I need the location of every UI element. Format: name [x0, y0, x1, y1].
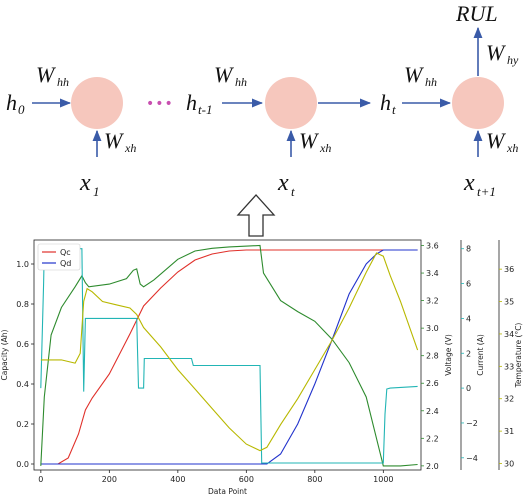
svg-text:hh: hh: [425, 75, 437, 89]
y-tick-label: 33: [504, 362, 514, 371]
state-h-prev: h t-1: [186, 90, 212, 117]
y-tick-label: 35: [504, 298, 514, 307]
weight-whh-3: W hh: [404, 62, 437, 89]
x-tick-label: 1000: [373, 475, 393, 484]
series-line-axis2: [40, 248, 418, 464]
weight-wxh-2: W xh: [299, 128, 331, 155]
weight-wxh-1: W xh: [104, 128, 136, 155]
y-tick-label: 34: [504, 330, 514, 339]
y-tick-label: 0.2: [16, 420, 29, 429]
rul-label: RUL: [455, 1, 498, 26]
svg-text:x: x: [277, 170, 289, 196]
svg-text:xh: xh: [506, 141, 518, 155]
y-tick-label: 0.6: [16, 340, 29, 349]
svg-text:hy: hy: [507, 53, 519, 67]
rnn-node-3: [452, 77, 504, 129]
svg-text:x: x: [463, 170, 475, 196]
battery-cycle-chart: 0 200 400 600 800 1000 Data Point 0.0 0.2 0.4 0.6…: [0, 239, 523, 496]
y-tick-label: 2.0: [426, 462, 439, 471]
y-tick-label: −4: [466, 454, 478, 463]
y-tick-label: 1.0: [16, 260, 29, 269]
input-x1: x 1: [79, 170, 100, 199]
rnn-diagram: RUL h 0 W hh W xh x 1 ••• h t-1 W hh W x…: [6, 1, 519, 237]
y-axis-label-2: Current (A): [476, 334, 485, 376]
svg-text:t: t: [291, 184, 295, 199]
y-tick-label: 2.2: [426, 434, 439, 443]
y-tick-label: 2.4: [426, 407, 439, 416]
y-axis-label-3: Temperature (°C): [514, 323, 523, 389]
hollow-up-arrow: [236, 194, 276, 237]
legend-box: [37, 243, 81, 271]
svg-text:1: 1: [93, 184, 100, 199]
svg-text:W: W: [214, 62, 234, 87]
weight-wxh-3: W xh: [486, 128, 518, 155]
svg-text:W: W: [486, 40, 506, 65]
y-tick-label: −2: [466, 419, 478, 428]
y-tick-label: 2: [466, 349, 471, 358]
rnn-node-1: [71, 77, 123, 129]
svg-text:x: x: [79, 170, 91, 196]
x-tick-label: 400: [170, 475, 185, 484]
y-tick-label: 3.4: [426, 269, 439, 278]
svg-text:0: 0: [18, 102, 25, 117]
legend-label-Qd: Qd: [60, 259, 71, 268]
series-line-axis1: [40, 244, 418, 467]
x-tick-label: 0: [38, 475, 43, 484]
input-xnext: x t+1: [463, 170, 496, 199]
series-line-axis3: [40, 252, 419, 452]
y-tick-label: 31: [504, 427, 514, 436]
plot-frame: [33, 239, 422, 471]
x-axis-label: Data Point: [208, 487, 247, 496]
weight-whh-1: W hh: [36, 62, 69, 89]
y-tick-label: 0: [466, 384, 471, 393]
svg-text:hh: hh: [57, 75, 69, 89]
y-tick-label: 0.4: [16, 380, 29, 389]
x-tick-label: 200: [102, 475, 117, 484]
svg-text:W: W: [486, 128, 506, 153]
weight-why: W hy: [486, 40, 519, 67]
y-tick-label: 4: [466, 314, 471, 323]
legend-label-Qc: Qc: [60, 248, 71, 257]
svg-text:W: W: [299, 128, 319, 153]
y-tick-label: 2.6: [426, 379, 439, 388]
y-axis-label-1: Voltage (V): [444, 334, 453, 376]
svg-text:W: W: [404, 62, 424, 87]
x-tick-label: 800: [307, 475, 322, 484]
svg-text:t: t: [392, 102, 396, 117]
weight-whh-2: W hh: [214, 62, 247, 89]
svg-text:t-1: t-1: [198, 102, 212, 117]
svg-text:hh: hh: [235, 75, 247, 89]
y-tick-label: 2.8: [426, 352, 439, 361]
state-h0: h 0: [6, 90, 25, 117]
state-ht: h t: [380, 90, 396, 117]
svg-text:xh: xh: [124, 141, 136, 155]
y-tick-label: 30: [504, 460, 514, 469]
y-tick-label: 0.0: [16, 460, 29, 469]
y-tick-label: 3.2: [426, 297, 439, 306]
svg-text:t+1: t+1: [477, 184, 496, 199]
rnn-node-2: [265, 77, 317, 129]
y-tick-label: 8: [466, 245, 471, 254]
svg-text:W: W: [104, 128, 124, 153]
input-xt: x t: [277, 170, 295, 199]
y-tick-label: 32: [504, 395, 514, 404]
svg-text:h: h: [6, 90, 17, 115]
svg-text:h: h: [186, 90, 197, 115]
y-tick-label: 3.6: [426, 242, 439, 251]
y-tick-label: 36: [504, 265, 514, 274]
svg-text:xh: xh: [319, 141, 331, 155]
series-line-Qc: [40, 249, 418, 465]
svg-text:h: h: [380, 90, 391, 115]
y-axis-label-0: Capacity (Ah): [0, 329, 9, 380]
y-tick-label: 6: [466, 280, 471, 289]
y-tick-label: 0.8: [16, 300, 29, 309]
ellipsis-dots: •••: [146, 96, 174, 112]
svg-text:W: W: [36, 62, 56, 87]
y-tick-label: 3.0: [426, 324, 439, 333]
x-tick-label: 600: [239, 475, 254, 484]
